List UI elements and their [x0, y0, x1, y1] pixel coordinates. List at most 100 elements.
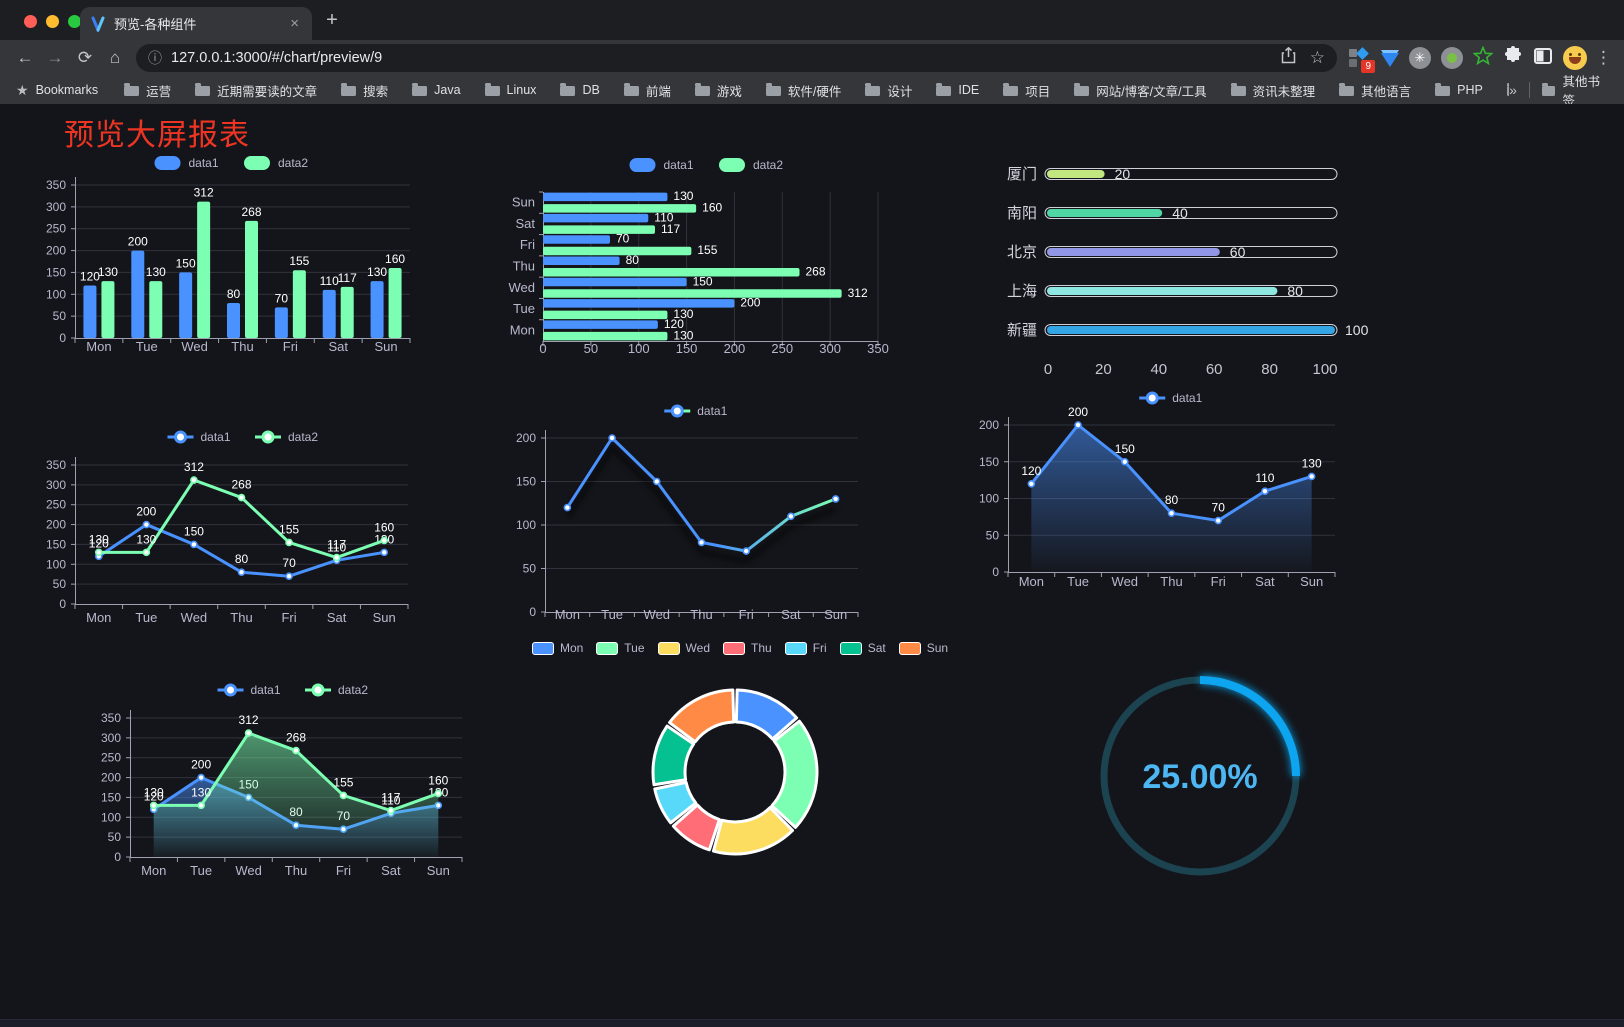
minimize-window-button[interactable]: [46, 15, 59, 28]
profile-avatar[interactable]: [1563, 46, 1587, 70]
legend-item-data2[interactable]: data2: [255, 430, 318, 444]
svg-text:0: 0: [114, 850, 121, 864]
bookmark-item[interactable]: 游戏: [694, 81, 742, 100]
legend-marker: [723, 641, 745, 655]
bookmark-item[interactable]: Linux: [484, 83, 536, 97]
bookmark-item[interactable]: 前端: [623, 81, 671, 100]
pie-slice-Thu[interactable]: [671, 803, 721, 852]
bookmark-item[interactable]: DB: [560, 83, 600, 97]
site-info-icon[interactable]: ⓘ: [148, 50, 162, 66]
legend-item-data1[interactable]: data1: [1139, 391, 1203, 405]
url-text[interactable]: 127.0.0.1:3000/#/chart/preview/9: [171, 50, 383, 66]
svg-text:130: 130: [367, 265, 387, 279]
svg-text:200: 200: [724, 341, 746, 356]
legend-item-Thu[interactable]: Thu: [723, 641, 772, 655]
bookmark-item[interactable]: 近期需要读的文章: [195, 81, 317, 100]
pie-slice-Sun[interactable]: [668, 688, 736, 744]
side-panel-icon[interactable]: [1533, 46, 1553, 71]
legend-item-data1[interactable]: data1: [664, 404, 728, 418]
home-icon[interactable]: ⌂: [109, 48, 121, 67]
legend-item-data2[interactable]: data2: [305, 683, 368, 697]
bookmark-item[interactable]: 资讯未整理: [1230, 81, 1315, 100]
folder-icon: [1003, 83, 1019, 96]
ext-dot-icon[interactable]: [1441, 47, 1463, 69]
bookmark-item[interactable]: 网站/博客/文章/工具: [1074, 81, 1207, 100]
bookmark-item[interactable]: 搜索: [341, 81, 388, 100]
legend-item-Sat[interactable]: Sat: [839, 641, 886, 655]
svg-text:Fri: Fri: [283, 339, 298, 354]
legend-item-data1[interactable]: data1: [629, 158, 694, 172]
svg-text:Thu: Thu: [230, 610, 252, 625]
tab-close-icon[interactable]: ×: [290, 15, 299, 32]
svg-text:312: 312: [184, 460, 204, 474]
bookmark-item[interactable]: 其他语言: [1339, 81, 1411, 100]
legend-item-data1[interactable]: data1: [167, 430, 231, 444]
legend-item-Fri[interactable]: Fri: [784, 641, 827, 655]
bookmarks-root-label[interactable]: Bookmarks: [35, 83, 99, 97]
svg-text:Thu: Thu: [1160, 574, 1182, 589]
svg-text:80: 80: [235, 552, 249, 566]
bookmark-item[interactable]: Java: [412, 83, 461, 97]
bookmark-item[interactable]: IDE: [936, 83, 979, 97]
legend-item-Sun[interactable]: Sun: [898, 641, 948, 655]
pie-slice-Wed[interactable]: [711, 806, 795, 856]
menu-kebab-icon[interactable]: ⋮: [1595, 48, 1612, 67]
pie-slice-Sat[interactable]: [651, 724, 696, 787]
legend-item-Mon[interactable]: Mon: [531, 641, 583, 655]
chart-horizontal-bar: data1 data2 0 50 100 150 200 250 300 350 Sun Sat Fri…: [505, 147, 905, 382]
svg-text:350: 350: [867, 341, 889, 356]
legend-label: Thu: [751, 641, 772, 655]
back-icon[interactable]: ←: [16, 48, 34, 67]
share-icon[interactable]: [1281, 46, 1296, 69]
svg-text:Sun: Sun: [427, 863, 450, 878]
svg-text:70: 70: [282, 556, 296, 570]
svg-text:50: 50: [108, 830, 122, 844]
new-tab-button[interactable]: +: [326, 9, 338, 31]
svg-text:100: 100: [628, 341, 650, 356]
svg-text:155: 155: [697, 243, 717, 257]
ext-gem-icon[interactable]: [1381, 53, 1399, 67]
legend-item-data2[interactable]: data2: [244, 156, 308, 170]
bookmarks-overflow-icon[interactable]: »: [1509, 82, 1517, 98]
ext-star-icon[interactable]: [1472, 44, 1494, 71]
legend-item-Tue[interactable]: Tue: [596, 641, 645, 655]
legend-item-data2[interactable]: data2: [719, 158, 783, 172]
svg-text:50: 50: [53, 577, 67, 591]
bookmark-item[interactable]: 运营: [124, 81, 171, 100]
legend-item-data1[interactable]: data1: [154, 156, 219, 170]
folder-icon: [341, 83, 357, 96]
legend-item-Wed[interactable]: Wed: [657, 641, 710, 655]
bookmark-item[interactable]: 项目: [1003, 81, 1050, 100]
chart-grouped-bar: data1 data2 0 50 100 150 200 250 300 350 Mon Tue Wed…: [30, 147, 460, 382]
svg-text:Wed: Wed: [1112, 574, 1139, 589]
svg-text:110: 110: [327, 540, 346, 554]
bookmark-item[interactable]: 软件/硬件: [765, 81, 841, 100]
svg-text:上海: 上海: [1007, 283, 1037, 300]
address-bar[interactable]: ⓘ 127.0.0.1:3000/#/chart/preview/9 ☆: [136, 44, 1337, 72]
legend-item-data1[interactable]: data1: [217, 683, 281, 697]
reload-icon[interactable]: ⟳: [77, 48, 93, 67]
folder-icon: [1230, 83, 1246, 96]
bookmark-star-icon[interactable]: ☆: [1309, 48, 1325, 67]
forward-icon[interactable]: →: [46, 48, 64, 67]
extensions-puzzle-icon[interactable]: [1503, 45, 1523, 71]
pie-slice-Mon[interactable]: [734, 688, 799, 741]
svg-text:117: 117: [327, 538, 346, 552]
pie-slice-Tue[interactable]: [770, 719, 819, 829]
progress-row-北京: 北京 60: [1007, 244, 1338, 261]
ext-grid-badge-icon[interactable]: 9: [1347, 46, 1375, 73]
zoom-window-button[interactable]: [68, 15, 81, 28]
bookmark-item[interactable]: 文件服务器: [1506, 81, 1510, 100]
svg-text:Tue: Tue: [601, 607, 623, 622]
svg-text:data2: data2: [338, 683, 368, 697]
svg-text:312: 312: [239, 713, 259, 727]
bookmark-item[interactable]: PHP: [1435, 83, 1483, 97]
browser-tab[interactable]: 预览-各种组件 ×: [80, 7, 312, 40]
bookmarks-root-star-icon: ★: [16, 81, 29, 98]
bookmark-label: DB: [582, 83, 600, 97]
svg-text:120: 120: [664, 317, 684, 331]
ext-asterisk-icon[interactable]: ✳: [1409, 47, 1431, 69]
close-window-button[interactable]: [24, 15, 37, 28]
bookmark-item[interactable]: 设计: [865, 81, 912, 100]
pie-slice-Fri[interactable]: [653, 780, 698, 825]
